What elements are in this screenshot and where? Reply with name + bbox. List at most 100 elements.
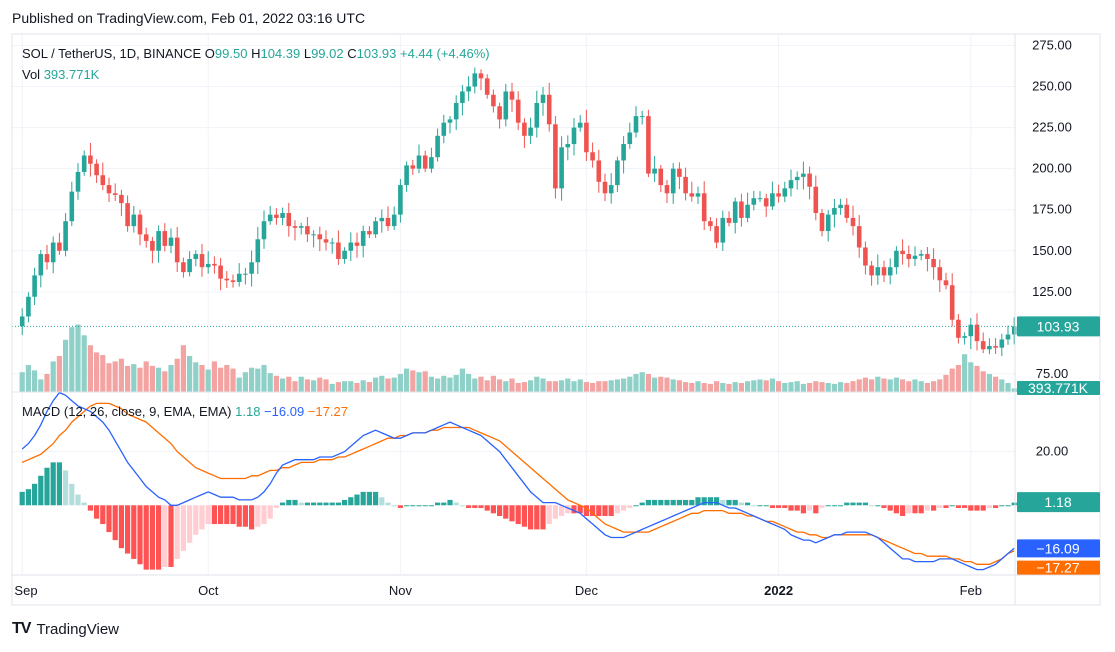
- macd-histogram-bar: [924, 505, 930, 511]
- macd-histogram-bar: [596, 505, 602, 516]
- volume-bars: [19, 324, 1017, 392]
- candle-body: [44, 254, 50, 263]
- macd-histogram-bar: [757, 505, 763, 507]
- candle-body: [776, 193, 781, 197]
- macd-pane: [19, 391, 1017, 571]
- candle-body: [205, 263, 211, 268]
- macd-histogram-bar: [726, 499, 732, 506]
- legend-value: 99.02: [311, 46, 347, 61]
- price-tick-label: 150.00: [1032, 243, 1072, 258]
- candle-body: [162, 231, 168, 246]
- volume-bar: [621, 378, 627, 392]
- volume-bar: [149, 365, 155, 392]
- volume-bar: [732, 382, 738, 392]
- macd-histogram-bar: [844, 502, 850, 506]
- volume-bar: [819, 382, 825, 392]
- volume-bar: [218, 367, 224, 392]
- candle-body: [472, 73, 478, 87]
- macd-histogram-bar: [441, 502, 447, 506]
- macd-histogram-bar: [323, 502, 329, 506]
- legend-value: −17.27: [308, 404, 348, 419]
- volume-bar: [1011, 388, 1017, 392]
- volume-bar: [106, 363, 112, 392]
- volume-bar: [968, 362, 974, 392]
- volume-bar: [893, 377, 899, 392]
- volume-bar: [267, 373, 273, 392]
- volume-bar: [75, 324, 81, 392]
- volume-bar: [335, 382, 341, 392]
- candle-body: [701, 193, 707, 222]
- candle-body: [422, 155, 428, 169]
- macd-histogram-bar: [683, 499, 689, 506]
- candle-body: [856, 226, 862, 248]
- macd-histogram-bar: [100, 505, 106, 525]
- volume-bar: [540, 378, 546, 392]
- macd-histogram-bar: [875, 505, 881, 507]
- macd-legend: MACD (12, 26, close, 9, EMA, EMA) 1.18 −…: [22, 404, 348, 419]
- candle-body: [156, 231, 161, 251]
- macd-histogram-bar: [187, 505, 193, 543]
- volume-bar: [664, 377, 670, 392]
- volume-bar: [745, 381, 751, 392]
- volume-bar: [435, 378, 441, 392]
- volume-bar: [757, 379, 763, 392]
- candle-body: [261, 221, 267, 240]
- volume-bar: [137, 367, 143, 392]
- candle-body: [57, 242, 62, 251]
- time-tick-label: Dec: [575, 583, 599, 598]
- macd-line: [21, 391, 1015, 571]
- volume-bar: [174, 358, 180, 392]
- legend-value: Vol: [22, 67, 44, 82]
- volume-bar: [162, 371, 168, 392]
- volume-bar: [782, 383, 788, 392]
- macd-histogram-bar: [788, 505, 794, 511]
- candle-body: [739, 201, 744, 218]
- price-tick-label: 275.00: [1032, 37, 1072, 52]
- candle-body: [962, 336, 967, 338]
- volume-bar: [906, 381, 912, 392]
- macd-histogram-bar: [106, 505, 112, 533]
- volume-bar: [918, 381, 924, 392]
- macd-histogram-bar: [94, 505, 100, 519]
- volume-bar: [980, 371, 986, 392]
- volume-bar: [546, 381, 552, 392]
- volume-bar: [515, 383, 521, 392]
- volume-bar: [993, 376, 999, 392]
- macd-histogram-bar: [503, 505, 509, 519]
- candle-body: [224, 278, 230, 281]
- volume-bar: [168, 365, 174, 392]
- macd-histogram-bar: [645, 499, 651, 506]
- volume-bar: [56, 356, 62, 392]
- candle-body: [540, 94, 546, 103]
- candle-body: [683, 176, 688, 194]
- macd-histogram-bar: [143, 505, 149, 570]
- candle-body: [577, 122, 583, 128]
- macd-histogram-bar: [838, 505, 844, 507]
- candle-body: [230, 280, 236, 282]
- candle-body: [150, 240, 155, 251]
- legend-value: C: [347, 46, 356, 61]
- macd-histogram-bar: [546, 505, 552, 525]
- candle-body: [571, 127, 577, 145]
- candle-body: [801, 173, 806, 177]
- candle-body: [652, 168, 657, 174]
- macd-histogram-bar: [391, 505, 397, 507]
- macd-histogram-bar: [137, 505, 143, 565]
- candle-body: [912, 255, 918, 259]
- macd-histogram-bar: [19, 491, 25, 506]
- volume-bar: [50, 361, 56, 392]
- candle-body: [367, 231, 372, 235]
- macd-histogram-bar: [937, 505, 943, 508]
- candle-body: [646, 116, 651, 174]
- macd-histogram-bar: [869, 505, 875, 507]
- candle-body: [360, 231, 366, 246]
- macd-histogram-bar: [782, 505, 788, 508]
- volume-bar: [707, 383, 713, 392]
- macd-histogram-bar: [298, 502, 304, 506]
- volume-bar: [900, 379, 906, 392]
- candle-body: [94, 163, 99, 176]
- macd-histogram-bar: [807, 505, 813, 511]
- grid-lines: [12, 34, 1015, 575]
- volume-bar: [652, 377, 658, 392]
